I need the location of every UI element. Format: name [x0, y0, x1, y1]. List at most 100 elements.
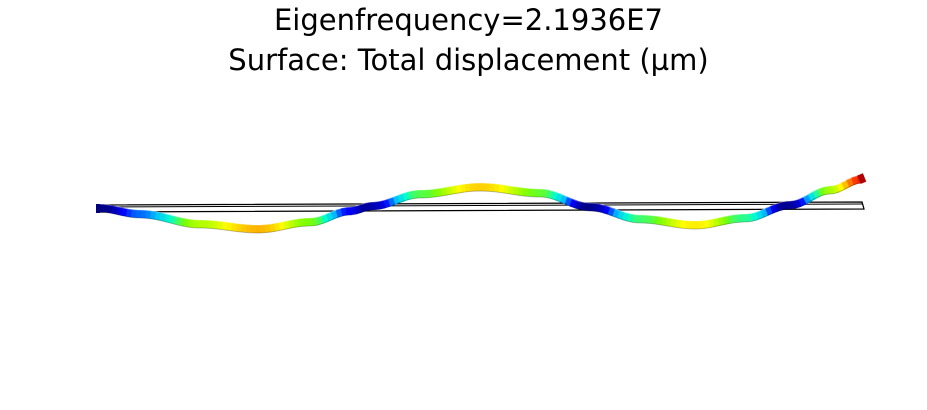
deformed-beam-segment: [670, 218, 677, 228]
deformed-beam-segment: [445, 186, 453, 196]
deformed-beam-segment: [154, 211, 162, 221]
deformed-beam-segment: [111, 205, 119, 215]
deformed-beam-segment: [794, 198, 802, 209]
deformed-beam-segment: [627, 213, 635, 223]
deformed-beam-segment: [163, 213, 172, 223]
deformed-beam-segment: [660, 217, 668, 226]
deformed-beam-segment: [460, 183, 467, 193]
deformed-beam-segment: [498, 184, 505, 194]
deformed-beam-segment: [168, 215, 176, 225]
deformed-beam-segment: [178, 217, 186, 227]
deformed-beam-segment: [231, 222, 238, 232]
deformed-beam-segment: [765, 206, 774, 216]
deformed-beam-segment: [760, 208, 769, 218]
deformed-beam-segment: [226, 222, 233, 231]
deformed-beam-segment: [269, 223, 276, 233]
deformed-beam-segment: [541, 189, 548, 198]
deformed-beam-segment: [713, 217, 721, 227]
deformed-beam-segment: [751, 211, 759, 222]
deformed-beam-segment: [632, 214, 639, 223]
deformed-beam-segment: [288, 219, 296, 229]
deformed-beam-segment: [841, 179, 850, 190]
deformed-beam-segment: [851, 175, 860, 186]
deformed-beam-segment: [316, 215, 325, 225]
deformed-beam-tip: [857, 173, 867, 184]
deformed-beam-segment: [325, 211, 335, 222]
deformed-beam-segment: [264, 224, 271, 233]
deformed-beam-segment: [675, 219, 682, 229]
deformed-beam-segment: [159, 212, 167, 222]
deformed-beam-segment: [330, 209, 339, 220]
deformed-beam-segment: [717, 216, 725, 226]
deformed-beam-segment: [774, 202, 783, 212]
deformed-beam-segment: [665, 217, 673, 227]
deformed-beam-segment: [116, 206, 124, 216]
plot-title-eigenfrequency: Eigenfrequency=2.1936E7: [273, 3, 663, 37]
deformed-beam-segment: [612, 208, 621, 219]
deformed-beam-segment: [817, 187, 826, 197]
deformed-beam-segment: [607, 206, 616, 217]
deformed-beam-segment: [402, 191, 411, 201]
deformed-beam-segment: [278, 221, 286, 231]
deformed-beam-segment: [465, 183, 472, 192]
deformed-beam-segment: [832, 184, 840, 194]
deformed-beam-segment: [216, 221, 224, 230]
deformed-beam-segment: [807, 191, 817, 202]
deformed-beam-segment: [293, 218, 300, 228]
deformed-beam-segment: [769, 204, 779, 214]
deformed-beam-segment: [823, 186, 830, 195]
deformed-beam-segment: [173, 216, 181, 226]
deformed-beam-segment: [455, 184, 463, 194]
deformed-beam-segment: [321, 213, 330, 224]
deformed-beam-segment: [708, 218, 716, 228]
deformed-beam-segment: [106, 204, 114, 214]
deformed-beam-segment: [598, 204, 606, 214]
deformed-beam-segment: [780, 201, 787, 211]
deformed-beam-segment: [727, 214, 735, 224]
deformed-beam-segment: [656, 216, 663, 225]
deformed-beam-segment: [354, 204, 363, 215]
deformed-beam-segment: [183, 218, 190, 228]
deformed-beam-segment: [359, 203, 368, 213]
deformed-beam-segment: [579, 201, 587, 211]
deformed-beam-segment: [594, 203, 601, 212]
deformed-beam-segment: [522, 187, 529, 197]
deformed-beam-segment: [431, 188, 439, 198]
deformed-beam-segment: [798, 196, 807, 207]
deformed-beam-segment: [508, 185, 515, 195]
deformed-beam-segment: [622, 212, 630, 222]
deformed-beam-segment: [703, 219, 711, 229]
deformed-beam-segment: [802, 194, 812, 205]
deformed-beam-segment: [378, 200, 386, 210]
deformed-beam-segment: [274, 222, 281, 232]
deformed-beam-segment: [503, 185, 510, 194]
deformed-beam-segment: [392, 195, 401, 205]
deformed-beam-segment: [441, 187, 448, 196]
deformed-beam: [96, 173, 867, 234]
deformed-beam-segment: [397, 193, 406, 203]
deformed-beam-segment: [335, 208, 344, 218]
deformed-beam-segment: [836, 182, 846, 193]
deformed-beam-segment: [188, 219, 195, 228]
deformed-beam-segment: [298, 218, 305, 227]
deformed-beam-segment: [651, 215, 658, 225]
deformed-beam-segment: [846, 177, 855, 188]
deformed-beam-shadow: [97, 182, 863, 234]
deformed-beam-segment: [436, 187, 443, 197]
deformed-beam-segment: [746, 213, 754, 222]
deformed-beam-segment: [680, 220, 687, 229]
deformed-beam-segment: [350, 206, 358, 215]
deformed-beam-segment: [221, 221, 228, 231]
deformed-beam-segment: [126, 208, 133, 218]
deformed-beam-segment: [236, 223, 243, 233]
deformed-beam-segment: [312, 217, 319, 226]
deformed-beam-segment: [564, 196, 573, 207]
deformed-beam-segment: [755, 210, 764, 220]
deformed-beam-segment: [283, 220, 291, 230]
deformed-beam-segment: [555, 192, 564, 203]
deformed-beam-segment: [145, 210, 152, 219]
deformed-beam-segment: [789, 200, 797, 209]
deformed-beam-segment: [374, 201, 381, 210]
